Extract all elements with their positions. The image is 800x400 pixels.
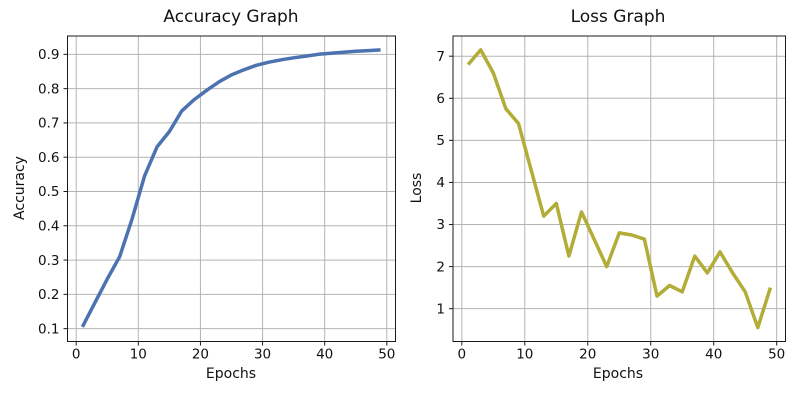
loss-xaxis-label: Epochs <box>592 366 644 382</box>
loss-xtick-label: 50 <box>768 347 785 363</box>
accuracy-xtick-label: 40 <box>316 347 333 363</box>
loss-yaxis-label: Loss <box>409 172 425 204</box>
accuracy-xtick-label: 0 <box>72 347 81 363</box>
loss-xtick-label: 0 <box>458 347 467 363</box>
loss-ytick-label: 1 <box>436 301 445 317</box>
accuracy-xtick-label: 50 <box>378 347 395 363</box>
loss-ytick-label: 6 <box>436 91 445 107</box>
accuracy-ytick-label: 0.7 <box>38 116 59 132</box>
accuracy-plot-border <box>67 35 396 342</box>
accuracy-ytick-label: 0.1 <box>38 321 59 337</box>
accuracy-chart-title: Accuracy Graph <box>163 7 299 27</box>
loss-ytick-label: 7 <box>436 49 445 65</box>
accuracy-xtick-label: 20 <box>192 347 209 363</box>
accuracy-xtick-label: 10 <box>130 347 147 363</box>
accuracy-ytick-label: 0.3 <box>38 253 59 269</box>
accuracy-yaxis-label: Accuracy <box>12 156 28 220</box>
accuracy-xaxis-label: Epochs <box>205 366 257 382</box>
loss-xtick-label: 30 <box>642 347 659 363</box>
accuracy-line <box>80 48 381 328</box>
accuracy-ytick-label: 0.8 <box>38 81 59 97</box>
loss-ytick-label: 5 <box>436 133 445 149</box>
loss-ytick-label: 2 <box>436 259 445 275</box>
loss-plot-border <box>452 35 786 342</box>
loss-xtick-label: 10 <box>516 347 533 363</box>
loss-ytick-label: 3 <box>436 217 445 233</box>
accuracy-ytick-label: 0.4 <box>38 218 59 234</box>
loss-xtick-label: 40 <box>705 347 722 363</box>
loss-ytick-label: 4 <box>436 175 445 191</box>
accuracy-ytick-label: 0.6 <box>38 150 59 166</box>
loss-chart-title: Loss Graph <box>570 7 666 27</box>
accuracy-ytick-label: 0.9 <box>38 47 59 63</box>
accuracy-ytick-label: 0.5 <box>38 184 59 200</box>
loss-xtick-label: 20 <box>579 347 596 363</box>
loss-line <box>466 48 773 330</box>
accuracy-xtick-label: 30 <box>254 347 271 363</box>
accuracy-ytick-label: 0.2 <box>38 287 59 303</box>
